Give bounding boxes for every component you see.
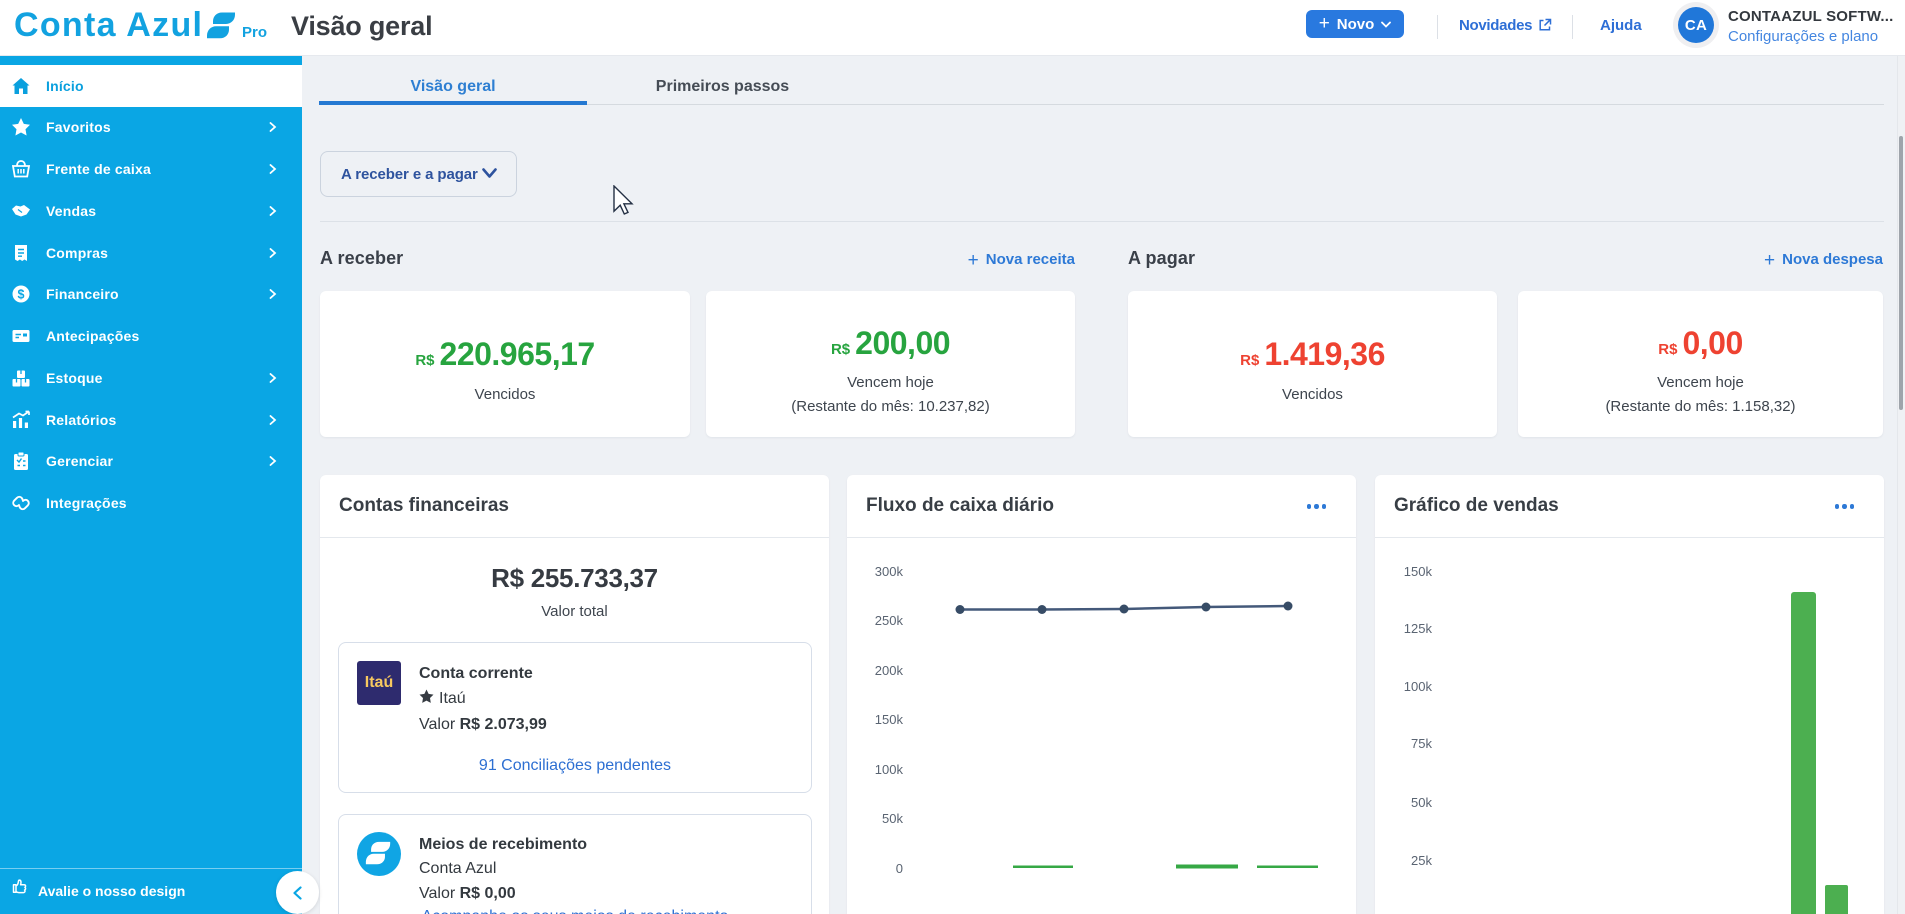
svg-text:$: $	[18, 288, 25, 302]
